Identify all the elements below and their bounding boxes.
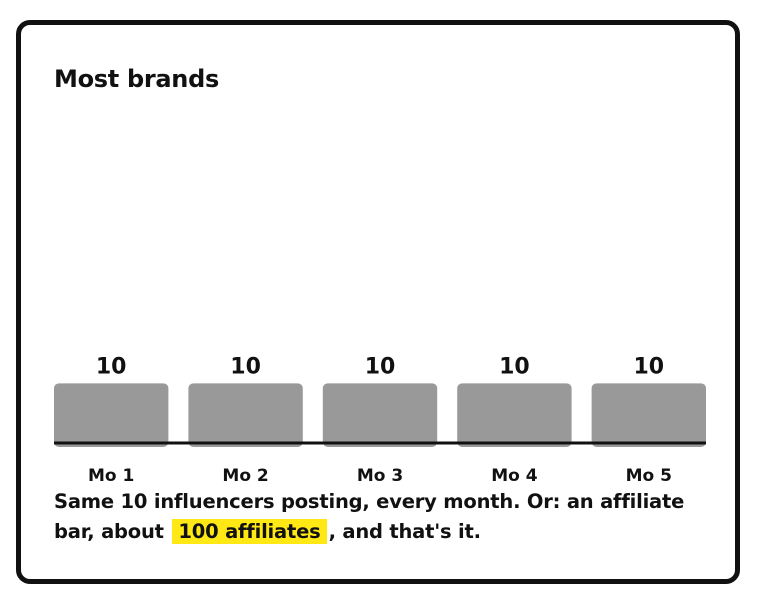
x-tick-label-1: Mo 1 xyxy=(88,466,134,486)
bars-layer xyxy=(54,383,706,447)
bar-3 xyxy=(322,383,438,447)
bar-2 xyxy=(188,383,303,447)
bar-value-label-4: 10 xyxy=(499,354,530,379)
x-tick-label-5: Mo 5 xyxy=(626,466,672,486)
bar-1 xyxy=(54,383,169,447)
chart-caption: Same 10 influencers posting, every month… xyxy=(54,487,714,547)
value-labels-layer: 10 10 10 10 10 xyxy=(96,354,664,379)
caption-highlight: 100 affiliates xyxy=(172,519,327,544)
bar-chart: 10 10 10 10 10 Mo 1 Mo 2 Mo 3 Mo 4 Mo 5 xyxy=(54,354,706,486)
x-tick-label-4: Mo 4 xyxy=(491,466,538,486)
chart-title: Most brands xyxy=(54,65,219,93)
bar-value-label-3: 10 xyxy=(365,354,396,379)
caption-text-start: Same 10 influencers posting, every month… xyxy=(54,490,685,543)
bar-5 xyxy=(591,383,706,447)
bar-4 xyxy=(457,383,572,447)
bar-value-label-2: 10 xyxy=(230,354,261,379)
bar-value-label-1: 10 xyxy=(96,354,127,379)
x-tick-labels-layer: Mo 1 Mo 2 Mo 3 Mo 4 Mo 5 xyxy=(88,466,672,486)
x-tick-label-3: Mo 3 xyxy=(357,466,403,486)
bar-value-label-5: 10 xyxy=(633,354,664,379)
caption-text-end: , and that's it. xyxy=(328,520,481,543)
x-tick-label-2: Mo 2 xyxy=(222,466,268,486)
